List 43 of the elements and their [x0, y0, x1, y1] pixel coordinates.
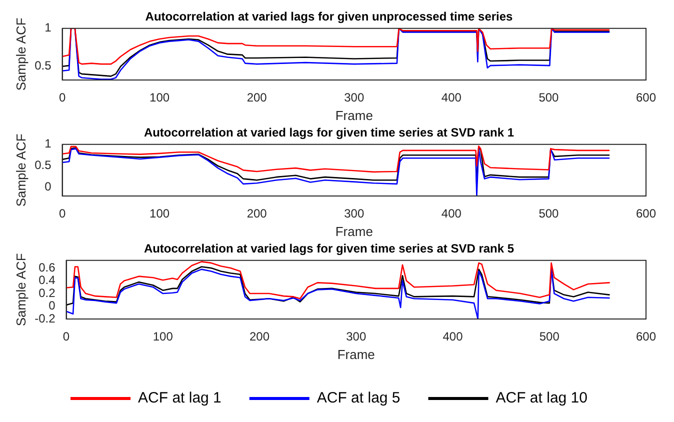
x-axis-title: Frame — [335, 108, 373, 123]
y-tick-label: 0 — [44, 180, 52, 194]
x-tick-label: 500 — [538, 206, 560, 221]
y-axis-title: Sample ACF — [13, 18, 28, 91]
x-tick-label: 0 — [58, 90, 66, 105]
x-tick-label: 600 — [636, 330, 656, 344]
x-tick-label: 300 — [344, 90, 364, 105]
y-tick-label: 0.5 — [34, 158, 52, 172]
x-tick-label: 400 — [441, 206, 462, 221]
x-tick-label: 100 — [150, 90, 170, 105]
y-tick-label: 0 — [48, 298, 56, 313]
x-tick-label: 600 — [636, 90, 656, 105]
legend-label: ACF at lag 10 — [496, 390, 588, 407]
chart-title: Autocorrelation at varied lags for given time series at SVD rank 1 — [144, 126, 514, 140]
y-tick-label: -0.2 — [34, 311, 56, 326]
legend-label: ACF at lag 5 — [316, 390, 400, 407]
x-tick-label: 200 — [246, 90, 268, 105]
x-tick-label: 500 — [539, 330, 560, 344]
x-axis-title: Frame — [335, 224, 373, 239]
x-tick-label: 500 — [538, 90, 560, 105]
x-tick-label: 200 — [250, 330, 270, 344]
x-tick-label: 100 — [150, 206, 170, 221]
y-tick-label: 0.2 — [38, 286, 56, 300]
y-tick-label: 0.5 — [34, 58, 52, 73]
x-tick-label: 0 — [58, 206, 66, 221]
y-tick-label: 1 — [44, 20, 52, 35]
x-tick-label: 400 — [442, 330, 464, 344]
y-tick-label: 1 — [44, 136, 52, 151]
chart-title: Autocorrelation at varied lags for given time series at SVD rank 5 — [144, 242, 514, 256]
x-tick-label: 400 — [441, 90, 462, 105]
x-tick-label: 600 — [636, 206, 656, 221]
y-axis-title: Sample ACF — [13, 134, 28, 207]
y-tick-label: 0.6 — [38, 260, 56, 274]
y-tick-label: 0.4 — [38, 273, 56, 288]
x-axis-title: Frame — [337, 346, 375, 362]
x-tick-label: 300 — [344, 206, 364, 221]
legend-label: ACF at lag 1 — [138, 390, 222, 407]
y-axis-title: Sample ACF — [13, 253, 28, 326]
x-tick-label: 300 — [346, 330, 366, 344]
x-tick-label: 200 — [246, 206, 268, 221]
x-tick-label: 100 — [152, 330, 174, 344]
x-tick-label: 0 — [62, 330, 70, 344]
chart-title: Autocorrelation at varied lags for given unprocessed time series — [145, 10, 514, 24]
